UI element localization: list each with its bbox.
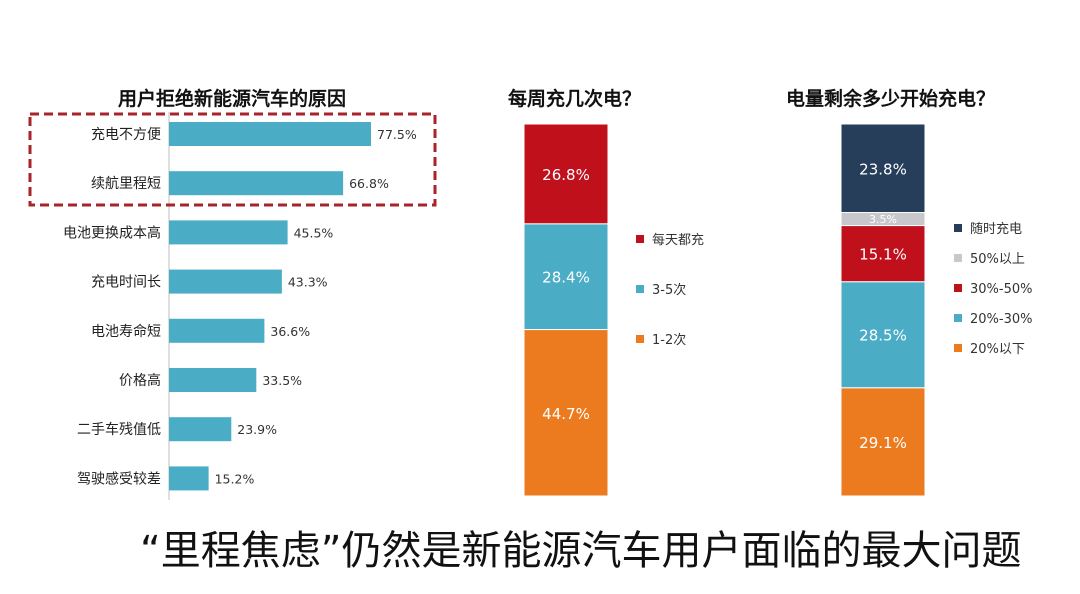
chart3-segment-label: 15.1% (859, 246, 907, 264)
chart2-segment (523, 123, 609, 225)
chart2-segment (523, 223, 609, 331)
chart1-bar (169, 417, 232, 442)
chart1-value-label: 77.5% (377, 127, 417, 142)
chart1-category-label: 电池寿命短 (91, 323, 161, 340)
chart1-bar (169, 368, 257, 392)
chart3-segment (840, 123, 926, 214)
chart3-segment-label: 28.5% (859, 327, 907, 345)
chart2-segment (523, 329, 609, 497)
chart3-legend-label: 随时充电 (970, 221, 1022, 237)
chart3-segment-label: 23.8% (859, 160, 907, 178)
chart3-segment-label: 3.5% (869, 213, 897, 226)
chart2-legend-swatch (636, 235, 644, 243)
chart1-category-label: 充电时间长 (91, 275, 161, 291)
chart3-legend-label: 30%-50% (970, 282, 1032, 297)
chart3-legend-swatch (954, 314, 962, 322)
chart1-value-label: 43.3% (288, 275, 328, 290)
chart3-segment (840, 225, 926, 283)
chart2-legend-label: 3-5次 (652, 282, 686, 298)
chart1-category-label: 二手车残值低 (77, 421, 161, 438)
chart1-bar (169, 269, 282, 294)
chart3-title: 电量剩余多少开始充电？ (786, 88, 996, 110)
chart3-legend-swatch (954, 344, 962, 352)
chart2-legend-swatch (636, 285, 644, 293)
chart1-value-label: 66.8% (349, 176, 389, 191)
caption: “里程焦虑”仍然是新能源汽车用户面临的最大问题 (140, 528, 1022, 574)
chart2-legend-swatch (636, 335, 644, 343)
chart1-category-label: 充电不方便 (91, 127, 161, 143)
chart3-legend-label: 50%以上 (970, 252, 1025, 267)
chart1-bar (169, 318, 265, 343)
chart1-value-label: 15.2% (215, 471, 255, 486)
chart3-legend-swatch (954, 224, 962, 232)
chart2-legend-label: 1-2次 (652, 332, 686, 348)
chart2-legend-label: 每天都充 (652, 232, 704, 248)
chart3-segment (840, 281, 926, 389)
chart3-legend-swatch (954, 254, 962, 262)
chart1-title: 用户拒绝新能源汽车的原因 (118, 88, 347, 110)
chart2-segment-label: 26.8% (542, 166, 590, 184)
chart1-category-label: 价格高 (119, 372, 161, 389)
chart1-bar (169, 122, 371, 146)
chart1-value-label: 36.6% (270, 324, 310, 339)
chart2-segment-label: 44.7% (542, 405, 590, 423)
chart1-category-label: 续航里程短 (91, 175, 161, 192)
chart3-segment (840, 387, 926, 497)
chart3-segment-label: 29.1% (859, 434, 907, 452)
chart3-legend-label: 20%以下 (970, 342, 1025, 357)
chart1-category-label: 驾驶感受较差 (77, 470, 161, 487)
chart1-value-label: 33.5% (262, 373, 302, 388)
chart1-bar (169, 220, 288, 245)
chart3-legend-swatch (954, 284, 962, 292)
chart1-bar (169, 466, 209, 491)
chart1-value-label: 45.5% (294, 225, 334, 240)
chart2-title: 每周充几次电？ (508, 88, 642, 110)
chart3-legend-label: 20%-30% (970, 312, 1032, 327)
chart1-category-label: 电池更换成本高 (63, 224, 161, 241)
chart1-bar (169, 171, 344, 196)
chart1-highlight-box (28, 112, 437, 207)
chart2-segment-label: 28.4% (542, 269, 590, 287)
chart1-value-label: 23.9% (237, 422, 277, 437)
